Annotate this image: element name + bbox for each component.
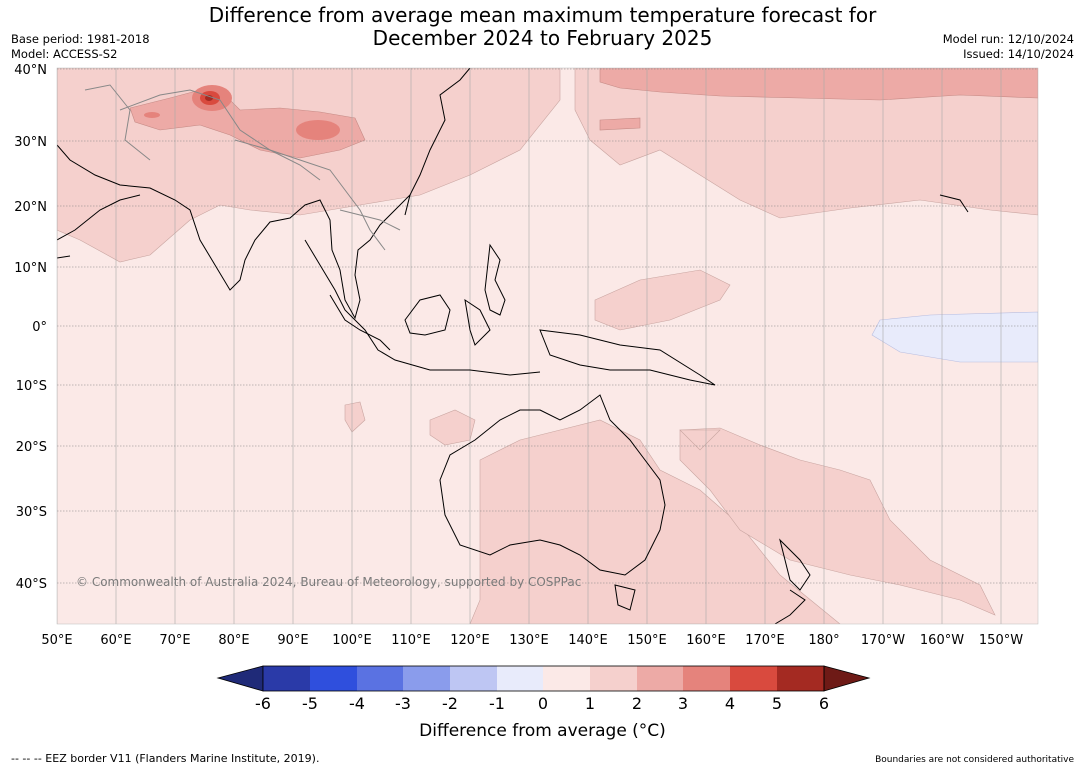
base-period: Base period: 1981-2018: [11, 32, 150, 46]
colorbar-segment-3: [357, 666, 403, 691]
colorbar-tick-3: 3: [678, 694, 688, 713]
lat-label-10s: 10°S: [16, 379, 47, 394]
colorbar-segment-6: [497, 666, 543, 691]
colorbar-tick-minus4: -4: [349, 694, 365, 713]
lat-label-40n: 40°N: [14, 63, 47, 78]
colorbar-tick-minus6: -6: [255, 694, 271, 713]
lon-label-150w: 150°W: [979, 633, 1023, 648]
lon-label-110e: 110°E: [391, 633, 431, 648]
colorbar-tick-0: 0: [538, 694, 548, 713]
model-run: Model run: 12/10/2024: [942, 32, 1074, 46]
lon-label-130e: 130°E: [509, 633, 549, 648]
lon-label-160w: 160°W: [920, 633, 964, 648]
meta-right: Model run: 12/10/2024 Issued: 14/10/2024: [943, 32, 1074, 62]
colorbar-tick-6: 6: [819, 694, 829, 713]
lon-label-170w: 170°W: [861, 633, 905, 648]
lon-label-50e: 50°E: [41, 633, 72, 648]
colorbar-extend-low: [216, 665, 264, 692]
lon-label-80e: 80°E: [218, 633, 249, 648]
lon-label-90e: 90°E: [277, 633, 308, 648]
colorbar-segment-10: [683, 666, 730, 691]
colorbar-extend-high: [823, 665, 871, 692]
lon-label-100e: 100°E: [332, 633, 372, 648]
anomaly-fill-negative: [871, 311, 1038, 363]
lon-label-60e: 60°E: [100, 633, 131, 648]
colorbar-segment-4: [403, 666, 450, 691]
colorbar-tick-minus1: -1: [489, 694, 505, 713]
colorbar-ticks: -6 -5 -4 -3 -2 -1 0 1 2 3 4 5 6: [255, 694, 829, 713]
colorbar-segment-8: [590, 666, 637, 691]
lat-label-10n: 10°N: [14, 261, 47, 276]
colorbar-segments: [263, 666, 824, 691]
lat-label-0: 0°: [32, 320, 47, 335]
anomaly-hotspot: [144, 85, 340, 140]
country-borders: [84, 84, 401, 251]
lon-label-150e: 150°E: [627, 633, 667, 648]
graticule-parallels: [57, 68, 1038, 584]
colorbar-tick-2: 2: [632, 694, 642, 713]
colorbar-segment-9: [637, 666, 683, 691]
map-frame: [56, 67, 1039, 625]
eez-note: -- -- -- EEZ border V11 (Flanders Marine…: [11, 752, 320, 765]
map-title: Difference from average mean maximum tem…: [0, 4, 1085, 50]
graticule-meridians: [57, 68, 1002, 624]
colorbar-segment-7: [543, 666, 590, 691]
lon-label-70e: 70°E: [159, 633, 190, 648]
lat-label-30n: 30°N: [14, 135, 47, 150]
lon-label-120e: 120°E: [450, 633, 490, 648]
meta-left: Base period: 1981-2018 Model: ACCESS-S2: [11, 32, 150, 62]
model-name: Model: ACCESS-S2: [11, 47, 118, 61]
coastlines: [57, 68, 969, 624]
colorbar-segment-5: [450, 666, 497, 691]
copyright-notice: © Commonwealth of Australia 2024, Bureau…: [76, 575, 581, 589]
title-line-2: December 2024 to February 2025: [372, 26, 713, 50]
colorbar: -6 -5 -4 -3 -2 -1 0 1 2 3 4 5 6: [216, 665, 871, 713]
lat-label-20s: 20°S: [16, 440, 47, 455]
colorbar-tick-1: 1: [585, 694, 595, 713]
lat-label-30s: 30°S: [16, 505, 47, 520]
lon-label-160e: 160°E: [686, 633, 726, 648]
colorbar-title: Difference from average (°C): [419, 721, 666, 741]
colorbar-frame: [262, 665, 825, 692]
colorbar-tick-minus5: -5: [302, 694, 318, 713]
lat-label-40s: 40°S: [16, 577, 47, 592]
boundaries-disclaimer: Boundaries are not considered authoritat…: [875, 755, 1074, 765]
title-line-1: Difference from average mean maximum tem…: [208, 3, 877, 27]
longitude-labels: 50°E 60°E 70°E 80°E 90°E 100°E 110°E 120…: [41, 633, 1023, 648]
lat-label-20n: 20°N: [14, 200, 47, 215]
latitude-labels: 40°N 30°N 20°N 10°N 0° 10°S 20°S 30°S 40…: [14, 63, 47, 592]
lon-label-140e: 140°E: [568, 633, 608, 648]
colorbar-segment-2: [310, 666, 357, 691]
forecast-map: © Commonwealth of Australia 2024, Bureau…: [14, 63, 1039, 648]
colorbar-segment-1: [263, 666, 310, 691]
colorbar-tick-minus3: -3: [395, 694, 411, 713]
lon-label-180: 180°: [808, 633, 839, 648]
colorbar-segment-11: [730, 666, 777, 691]
colorbar-tick-minus2: -2: [442, 694, 458, 713]
colorbar-tick-5: 5: [772, 694, 782, 713]
issued-date: Issued: 14/10/2024: [963, 47, 1074, 61]
colorbar-segment-12: [777, 666, 824, 691]
lon-label-170e: 170°E: [745, 633, 785, 648]
colorbar-tick-4: 4: [725, 694, 735, 713]
